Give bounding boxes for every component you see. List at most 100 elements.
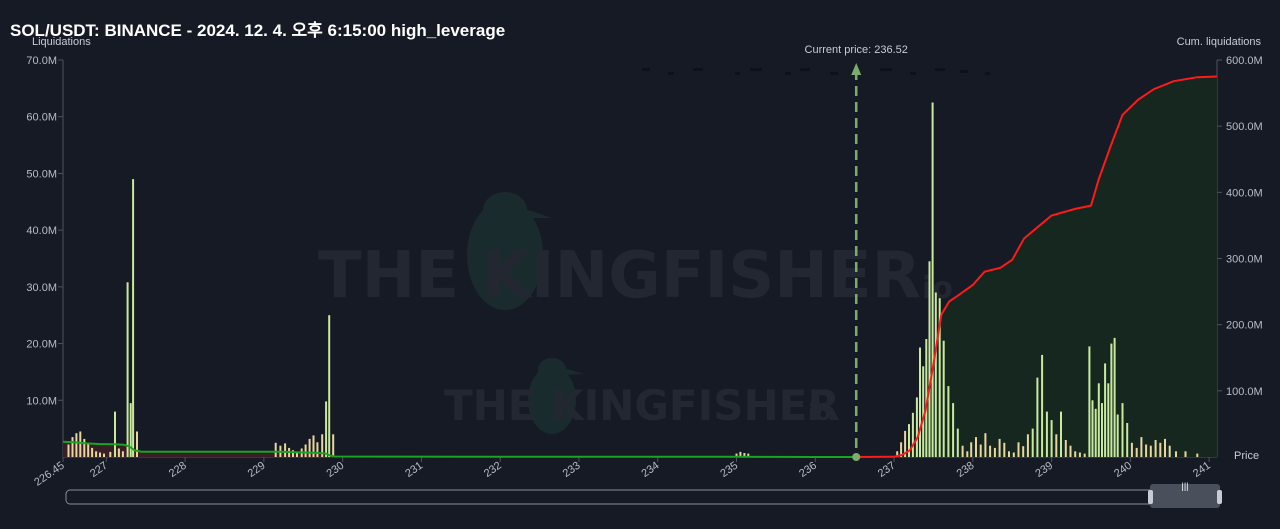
liquidation-bar[interactable] — [1078, 452, 1081, 458]
liquidation-bar[interactable] — [1159, 442, 1162, 457]
liquidation-bar[interactable] — [1074, 451, 1077, 457]
liquidation-bar[interactable] — [1008, 451, 1010, 457]
liquidation-bar[interactable] — [975, 437, 977, 457]
liquidation-bar[interactable] — [739, 451, 742, 457]
liquidation-bar[interactable] — [325, 401, 328, 457]
liquidation-bar[interactable] — [1130, 442, 1133, 457]
liquidation-bar[interactable] — [1055, 434, 1058, 457]
liquidation-bar[interactable] — [296, 451, 298, 457]
liquidation-bar[interactable] — [1149, 445, 1152, 457]
liquidation-bar[interactable] — [1083, 453, 1086, 457]
liquidation-bar[interactable] — [121, 451, 124, 457]
liquidation-bar[interactable] — [925, 339, 928, 457]
liquidation-bar[interactable] — [91, 447, 94, 457]
liquidation-bar[interactable] — [911, 412, 914, 457]
liquidation-bar[interactable] — [1022, 446, 1025, 457]
liquidation-bar[interactable] — [79, 431, 82, 458]
liquidation-bar[interactable] — [109, 451, 112, 457]
liquidation-bar[interactable] — [956, 428, 959, 457]
liquidation-bar[interactable] — [1101, 403, 1103, 457]
liquidation-bar[interactable] — [938, 298, 941, 457]
liquidation-bar[interactable] — [1094, 408, 1097, 457]
liquidation-bar[interactable] — [900, 442, 903, 457]
liquidation-bar[interactable] — [129, 403, 132, 457]
liquidation-bar[interactable] — [1026, 434, 1029, 457]
liquidation-bar[interactable] — [1091, 400, 1094, 457]
liquidation-bar[interactable] — [321, 434, 324, 457]
liquidation-bar[interactable] — [103, 453, 105, 457]
liquidation-bar[interactable] — [312, 435, 315, 457]
liquidation-bar[interactable] — [1164, 438, 1166, 457]
liquidation-bar[interactable] — [1050, 420, 1053, 457]
liquidation-bar[interactable] — [114, 411, 116, 457]
liquidation-bar[interactable] — [126, 282, 129, 457]
liquidation-bar[interactable] — [747, 453, 750, 457]
liquidation-bar[interactable] — [947, 386, 950, 457]
liquidation-bar[interactable] — [1126, 423, 1129, 457]
liquidation-bar[interactable] — [993, 447, 996, 457]
liquidation-bar[interactable] — [1196, 453, 1199, 457]
scrollbar-right-handle[interactable] — [1217, 490, 1222, 504]
liquidation-bar[interactable] — [304, 444, 307, 458]
liquidation-bar[interactable] — [284, 443, 287, 457]
liquidation-bar[interactable] — [1168, 445, 1171, 457]
liquidation-bar[interactable] — [1060, 411, 1062, 457]
liquidation-bar[interactable] — [1064, 440, 1067, 457]
liquidation-bar[interactable] — [316, 442, 319, 457]
liquidation-bar[interactable] — [998, 438, 1001, 457]
liquidation-bar[interactable] — [71, 437, 74, 457]
liquidation-bar[interactable] — [928, 261, 931, 457]
liquidation-bar[interactable] — [292, 450, 294, 457]
liquidation-bar[interactable] — [896, 451, 899, 457]
liquidation-bar[interactable] — [966, 451, 969, 457]
liquidation-bar[interactable] — [931, 102, 934, 458]
liquidation-bar[interactable] — [117, 448, 120, 458]
liquidation-bar[interactable] — [989, 445, 992, 457]
liquidation-bar[interactable] — [1069, 445, 1072, 457]
scrollbar-left-handle[interactable] — [1148, 490, 1153, 504]
liquidation-bar[interactable] — [984, 433, 987, 457]
liquidation-bar[interactable] — [743, 453, 746, 457]
liquidation-bar[interactable] — [75, 433, 78, 457]
scrollbar-thumb[interactable] — [1150, 484, 1220, 508]
liquidation-bar[interactable] — [915, 397, 918, 457]
liquidation-bar[interactable] — [1045, 411, 1048, 457]
liquidation-bar[interactable] — [934, 292, 937, 458]
liquidation-bar[interactable] — [1012, 452, 1015, 458]
liquidation-bar[interactable] — [970, 442, 973, 457]
liquidation-bar[interactable] — [1110, 343, 1113, 457]
liquidation-bar[interactable] — [328, 315, 331, 457]
liquidation-bar[interactable] — [136, 431, 138, 458]
liquidation-bar[interactable] — [1088, 346, 1091, 457]
liquidation-bar[interactable] — [1184, 451, 1187, 457]
liquidation-bar[interactable] — [942, 340, 945, 457]
liquidation-bar[interactable] — [961, 445, 964, 457]
liquidation-bar[interactable] — [83, 438, 86, 457]
range-scrollbar[interactable]: ||| — [65, 481, 1222, 508]
liquidation-bar[interactable] — [1107, 383, 1110, 457]
liquidation-bar[interactable] — [274, 442, 277, 457]
liquidation-bar[interactable] — [99, 452, 101, 458]
liquidation-bar[interactable] — [1113, 337, 1116, 457]
liquidation-bar[interactable] — [1041, 354, 1044, 457]
liquidation-bar[interactable] — [922, 366, 925, 457]
liquidation-bar[interactable] — [952, 403, 955, 457]
liquidation-bar[interactable] — [735, 453, 738, 457]
liquidation-bar[interactable] — [1154, 440, 1157, 457]
liquidation-bar[interactable] — [1175, 451, 1177, 457]
liquidation-bar[interactable] — [908, 424, 910, 457]
liquidation-bar[interactable] — [1097, 383, 1100, 457]
liquidation-bar[interactable] — [1140, 437, 1143, 457]
liquidation-bar[interactable] — [67, 444, 70, 458]
liquidation-bar[interactable] — [132, 179, 135, 457]
liquidation-bar[interactable] — [1104, 363, 1107, 457]
liquidation-bar[interactable] — [1121, 403, 1124, 457]
liquidation-bar[interactable] — [1036, 377, 1039, 457]
liquidation-bar[interactable] — [308, 438, 311, 457]
liquidation-bar[interactable] — [979, 444, 982, 458]
liquidation-bar[interactable] — [1031, 428, 1034, 457]
liquidation-bar[interactable] — [1017, 442, 1020, 457]
liquidation-bar[interactable] — [1145, 444, 1148, 458]
liquidation-bar[interactable] — [332, 434, 335, 457]
